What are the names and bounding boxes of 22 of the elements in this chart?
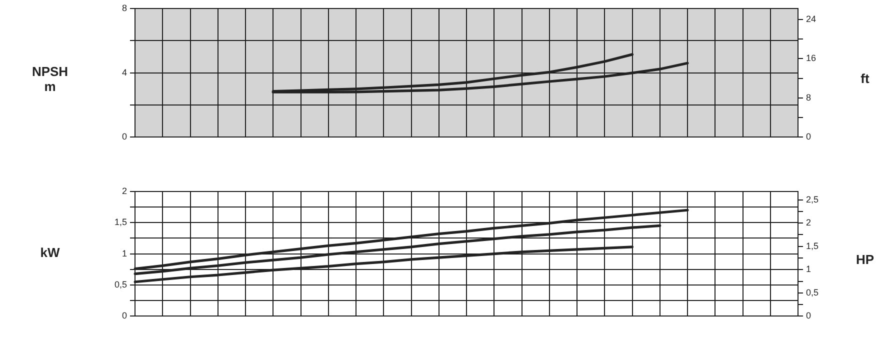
y2-tick-label: 0,5 (806, 287, 819, 298)
y-tick-label: 0 (122, 310, 127, 321)
y-axis-title: kW (39, 245, 61, 260)
y-tick-label: 1 (122, 248, 127, 258)
y-tick-label: 2 (122, 186, 127, 196)
y2-tick-label: 1,5 (806, 240, 819, 251)
y2-tick-label: 0 (806, 132, 812, 142)
y-tick-label: 1,5 (114, 217, 127, 228)
y2-axis-title: ft (860, 71, 870, 86)
y2-tick-label: 8 (806, 92, 812, 102)
y-tick-label: 4 (122, 67, 127, 78)
y-tick-label: 0,5 (114, 279, 127, 290)
y2-tick-label: 2,5 (806, 194, 819, 204)
y2-axis-title: HP (854, 252, 876, 267)
y2-tick-label: 0 (806, 310, 812, 321)
y2-tick-label: 24 (806, 14, 816, 24)
y-axis-title: NPSH m (30, 64, 70, 94)
y2-tick-label: 1 (806, 264, 812, 274)
y2-tick-label: 16 (806, 53, 816, 64)
y-tick-label: 8 (122, 2, 127, 13)
y-tick-label: 0 (122, 132, 127, 142)
y2-tick-label: 2 (806, 218, 812, 228)
